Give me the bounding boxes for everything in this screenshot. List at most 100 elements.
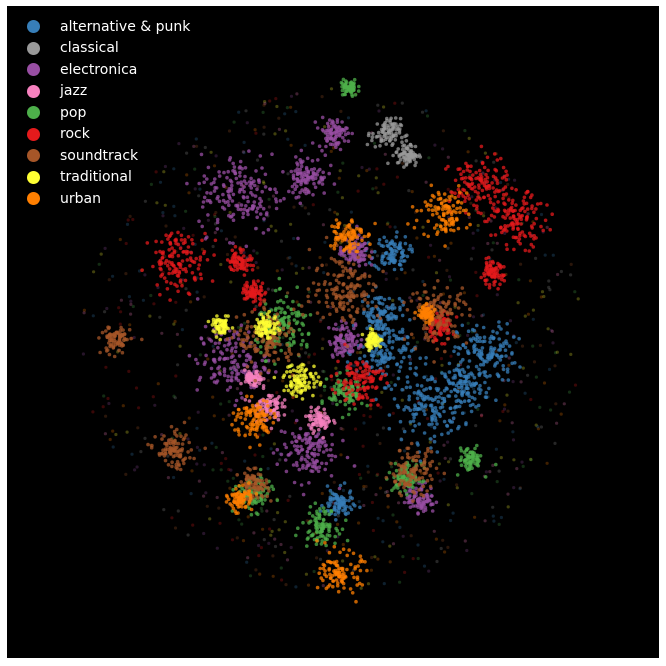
scatter-point bbox=[332, 182, 337, 186]
scatter-point bbox=[355, 339, 359, 344]
scatter-point bbox=[244, 109, 248, 113]
scatter-point bbox=[340, 196, 344, 200]
scatter-point bbox=[387, 256, 392, 261]
scatter-point bbox=[333, 541, 337, 546]
scatter-point bbox=[387, 296, 392, 301]
scatter-point bbox=[368, 254, 372, 259]
scatter-point bbox=[344, 518, 348, 522]
scatter-point bbox=[335, 352, 340, 357]
scatter-point bbox=[399, 471, 404, 475]
scatter-point bbox=[514, 203, 518, 207]
scatter-point bbox=[464, 386, 469, 391]
scatter-point bbox=[408, 420, 413, 424]
scatter-point bbox=[451, 376, 456, 380]
scatter-point bbox=[336, 535, 340, 539]
scatter-point bbox=[425, 378, 430, 382]
scatter-point bbox=[162, 508, 166, 512]
scatter-point bbox=[446, 378, 451, 382]
scatter-point bbox=[383, 373, 388, 378]
scatter-point bbox=[391, 356, 396, 360]
scatter-point bbox=[489, 233, 493, 237]
scatter-point bbox=[329, 458, 334, 462]
scatter-point bbox=[293, 169, 297, 173]
scatter-point bbox=[329, 256, 334, 261]
scatter-point bbox=[291, 190, 295, 195]
scatter-point bbox=[198, 448, 202, 452]
scatter-point bbox=[336, 387, 340, 391]
scatter-point bbox=[475, 323, 479, 328]
scatter-point bbox=[506, 378, 511, 382]
scatter-point bbox=[420, 110, 425, 114]
scatter-point bbox=[437, 412, 442, 417]
scatter-point bbox=[454, 330, 459, 334]
scatter-point bbox=[331, 497, 335, 502]
scatter-point bbox=[501, 409, 505, 414]
scatter-point bbox=[329, 163, 333, 168]
scatter-point bbox=[255, 206, 260, 210]
scatter-point bbox=[111, 429, 115, 433]
scatter-point bbox=[407, 247, 412, 252]
scatter-point bbox=[159, 262, 163, 266]
scatter-point bbox=[548, 227, 552, 232]
scatter-point bbox=[265, 342, 269, 347]
scatter-point bbox=[405, 496, 410, 500]
scatter-point bbox=[233, 403, 237, 408]
scatter-point bbox=[328, 312, 332, 317]
scatter-point bbox=[396, 376, 401, 381]
scatter-point bbox=[330, 119, 335, 123]
scatter-point bbox=[337, 505, 342, 510]
scatter-point bbox=[337, 133, 342, 137]
scatter-point bbox=[489, 213, 494, 218]
scatter-point bbox=[542, 294, 546, 299]
scatter-point bbox=[301, 312, 305, 317]
scatter-point bbox=[493, 279, 498, 284]
scatter-point bbox=[395, 277, 399, 281]
scatter-point bbox=[187, 440, 191, 445]
scatter-point bbox=[424, 180, 428, 184]
scatter-point bbox=[295, 171, 300, 176]
scatter-point bbox=[238, 170, 242, 175]
scatter-point bbox=[335, 127, 339, 131]
scatter-point bbox=[438, 331, 443, 335]
scatter-point bbox=[291, 395, 295, 399]
scatter-point bbox=[102, 394, 106, 398]
scatter-point bbox=[383, 152, 387, 156]
scatter-point bbox=[269, 533, 273, 537]
scatter-point bbox=[240, 522, 244, 526]
scatter-point bbox=[249, 360, 254, 364]
scatter-point bbox=[512, 458, 516, 462]
scatter-point bbox=[404, 346, 408, 351]
series-classical bbox=[365, 116, 423, 169]
scatter-point bbox=[247, 149, 251, 153]
scatter-point bbox=[530, 204, 534, 208]
scatter-point bbox=[345, 455, 350, 460]
scatter-point bbox=[479, 414, 484, 418]
scatter-point bbox=[491, 174, 496, 179]
scatter-point bbox=[482, 370, 486, 375]
scatter-point bbox=[406, 446, 411, 451]
scatter-point bbox=[528, 279, 533, 283]
scatter-point bbox=[387, 261, 392, 265]
scatter-point bbox=[283, 112, 287, 116]
scatter-point bbox=[441, 129, 445, 133]
scatter-point bbox=[379, 243, 384, 248]
scatter-point bbox=[482, 165, 487, 170]
scatter-point bbox=[402, 429, 407, 434]
scatter-point bbox=[327, 533, 332, 538]
scatter-point bbox=[170, 262, 174, 267]
scatter-point bbox=[350, 371, 354, 375]
scatter-point bbox=[187, 416, 191, 420]
scatter-point bbox=[294, 418, 299, 423]
scatter-point bbox=[370, 138, 374, 143]
scatter-point bbox=[169, 424, 174, 429]
scatter-point bbox=[469, 339, 474, 343]
scatter-point bbox=[325, 288, 329, 293]
scatter-point bbox=[484, 260, 489, 265]
scatter-point bbox=[212, 414, 216, 418]
scatter-point bbox=[198, 353, 202, 357]
scatter-point bbox=[349, 210, 353, 214]
scatter-point bbox=[338, 300, 343, 305]
scatter-point bbox=[255, 251, 259, 255]
scatter-point bbox=[205, 258, 210, 262]
scatter-point bbox=[179, 233, 184, 238]
